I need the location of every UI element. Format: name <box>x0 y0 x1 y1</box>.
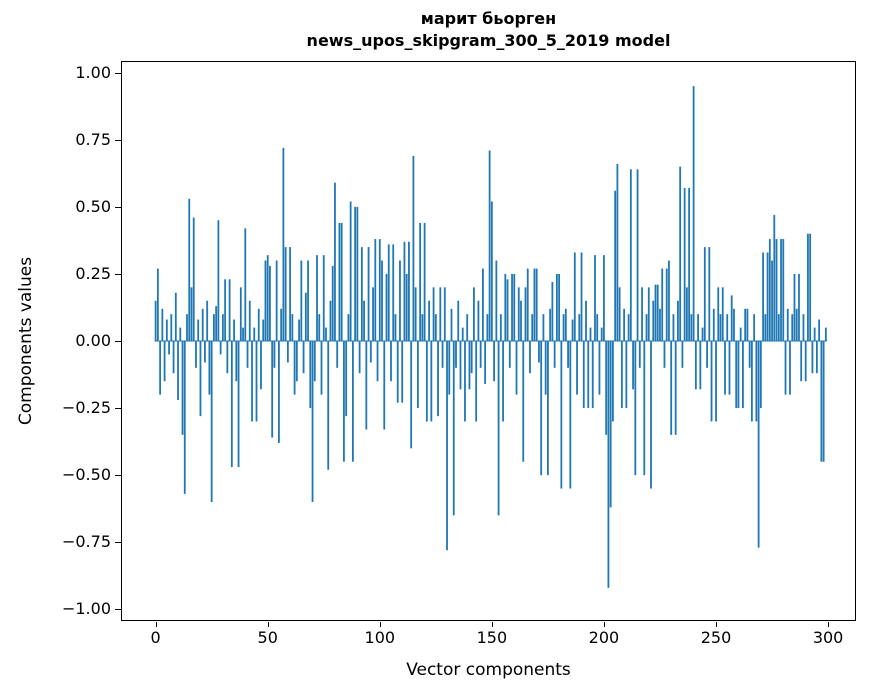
chart-title-line1: марит бьорген <box>420 9 557 28</box>
y-tick-mark <box>115 206 121 208</box>
chart-title-line2: news_upos_skipgram_300_5_2019 model <box>306 31 671 50</box>
y-tick-label: −0.75 <box>61 532 111 552</box>
x-tick-label: 0 <box>150 628 161 647</box>
y-tick-label: 0.75 <box>75 129 111 149</box>
x-axis-label: Vector components <box>406 660 571 680</box>
y-tick-mark <box>115 273 121 275</box>
y-tick-mark <box>115 72 121 74</box>
y-tick-mark <box>115 475 121 477</box>
y-tick-mark <box>115 408 121 410</box>
y-tick-label: −0.25 <box>61 398 111 418</box>
y-tick-mark <box>115 139 121 141</box>
x-tick-label: 100 <box>364 628 396 647</box>
y-tick-label: 1.00 <box>75 62 111 82</box>
y-tick-label: 0.00 <box>75 331 111 350</box>
x-tick-mark <box>491 622 493 627</box>
y-tick-mark <box>115 609 121 611</box>
x-tick-label: 150 <box>476 628 508 647</box>
x-tick-label: 200 <box>588 628 620 647</box>
y-tick-mark <box>115 341 121 342</box>
x-tick-mark <box>603 622 605 627</box>
x-tick-mark <box>267 622 269 627</box>
y-tick-mark <box>115 542 121 544</box>
x-tick-mark <box>155 622 157 627</box>
y-tick-label: 0.25 <box>75 263 111 283</box>
x-tick-label: 50 <box>257 628 278 647</box>
y-tick-label: −0.50 <box>61 465 111 485</box>
x-tick-mark <box>828 622 830 627</box>
bar-chart-canvas <box>154 86 827 588</box>
x-tick-mark <box>379 622 381 627</box>
plot-area <box>121 61 856 621</box>
chart-title: марит бьорген news_upos_skipgram_300_5_2… <box>121 8 856 52</box>
y-tick-label: 0.50 <box>75 196 111 216</box>
x-tick-mark <box>716 622 718 627</box>
x-tick-label: 250 <box>700 628 732 647</box>
y-tick-label: −1.00 <box>61 599 111 619</box>
x-tick-label: 300 <box>812 628 844 647</box>
